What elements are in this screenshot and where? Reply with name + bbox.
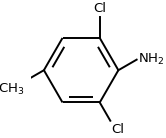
Text: Cl: Cl <box>93 2 106 15</box>
Text: CH$_3$: CH$_3$ <box>0 82 24 97</box>
Text: NH$_2$: NH$_2$ <box>138 52 165 67</box>
Text: Cl: Cl <box>112 123 124 136</box>
